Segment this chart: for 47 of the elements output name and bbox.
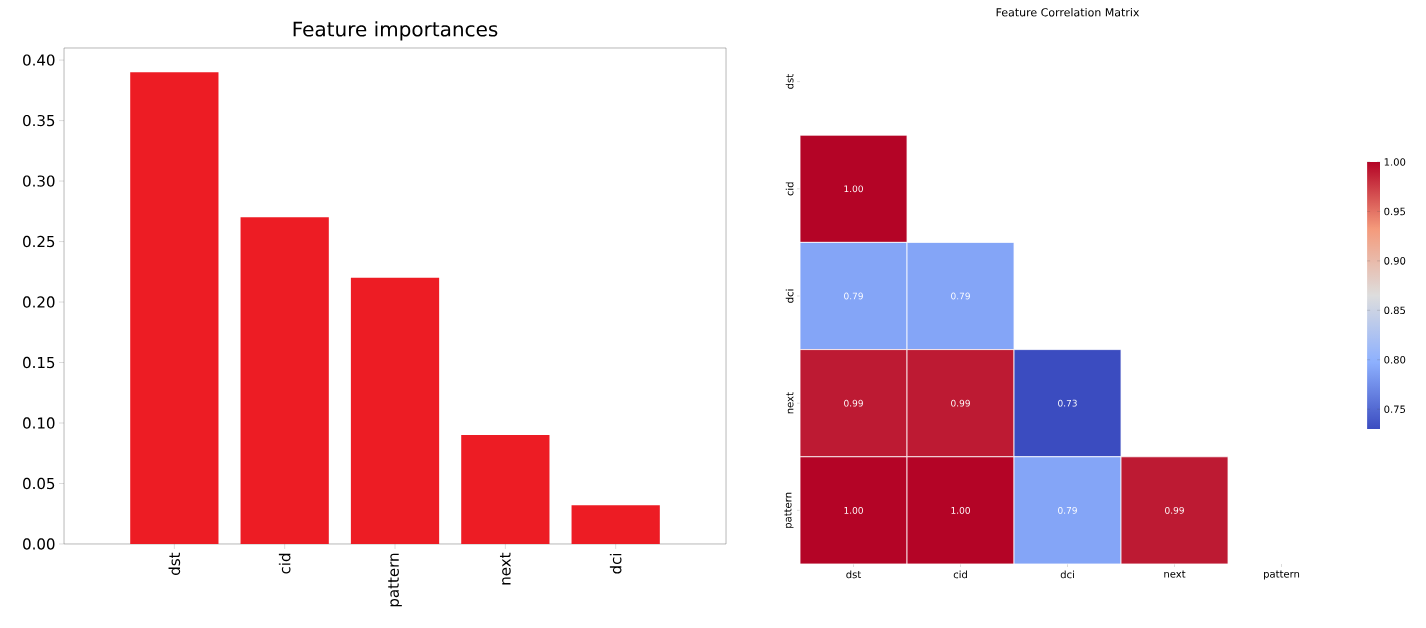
chart-title: Feature importances <box>293 21 498 41</box>
x-tick-label: dci <box>1060 570 1074 579</box>
bar <box>130 72 219 544</box>
y-tick-label: 0.15 <box>23 356 55 369</box>
y-tick-label: cid <box>785 182 794 196</box>
color-bar-label: 0.75 <box>1384 405 1406 413</box>
data-label: 1.00 <box>844 506 863 514</box>
data-label: 0.99 <box>844 399 863 407</box>
data-label: 0.99 <box>951 399 970 407</box>
data-label: 0.79 <box>844 292 863 300</box>
bar <box>350 277 440 544</box>
color-bar-label: 0.85 <box>1384 306 1406 315</box>
color-bar-label: 0.80 <box>1384 355 1406 364</box>
color-bar-label: 1.00 <box>1384 158 1406 166</box>
data-label: 0.99 <box>1165 506 1184 514</box>
x-tick-label: dst <box>846 570 862 579</box>
x-tick-label: cid <box>953 570 967 579</box>
x-tick-label: pattern <box>1264 570 1300 580</box>
bar <box>240 217 329 544</box>
x-tick-label: next <box>1164 570 1186 578</box>
x-tick-label: next <box>499 552 511 585</box>
y-tick-label: pattern <box>784 492 794 528</box>
bar <box>461 435 550 544</box>
y-tick-label: 0.40 <box>23 54 55 66</box>
y-tick-label: 0.25 <box>23 235 55 248</box>
y-tick-label: dci <box>785 289 794 303</box>
data-label: 1.00 <box>951 506 970 514</box>
y-tick-label: 0.30 <box>23 175 55 187</box>
y-tick-label: next <box>786 392 794 414</box>
y-tick-label: dst <box>785 74 794 89</box>
color-bar-label: 0.90 <box>1384 257 1406 265</box>
y-tick-label: 0.20 <box>23 296 55 308</box>
x-tick-label: dci <box>609 553 622 574</box>
x-tick-label: dst <box>168 552 181 575</box>
data-label: 0.79 <box>951 292 970 300</box>
data-label: 0.73 <box>1058 399 1077 407</box>
color-bar-label: 0.95 <box>1384 207 1406 216</box>
x-tick-label: pattern <box>388 553 402 607</box>
y-tick-label: 0.10 <box>23 417 55 429</box>
bar <box>571 505 660 544</box>
data-label: 0.79 <box>1058 506 1077 514</box>
y-tick-label: 0.05 <box>23 477 55 490</box>
data-label: 1.00 <box>844 185 863 193</box>
chart-title: Feature Correlation Matrix <box>996 7 1140 17</box>
y-tick-label: 0.35 <box>23 114 55 127</box>
x-tick-label: cid <box>278 553 291 574</box>
y-tick-label: 0.00 <box>23 538 55 550</box>
